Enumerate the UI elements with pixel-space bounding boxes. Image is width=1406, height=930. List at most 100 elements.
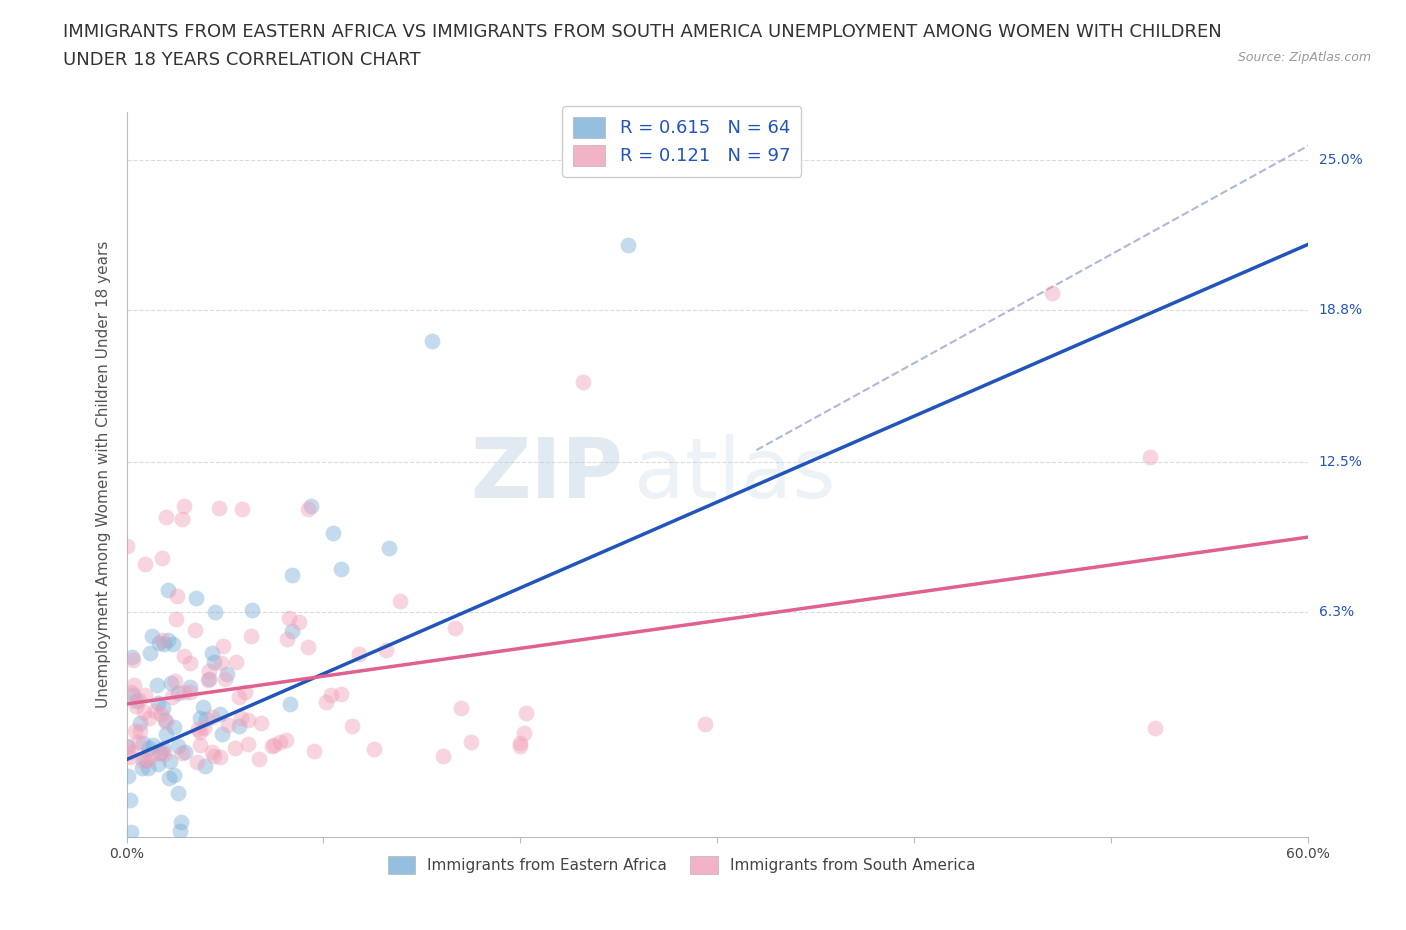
Point <box>209 656 232 671</box>
Point <box>329 562 352 577</box>
Point <box>281 567 304 582</box>
Point <box>134 688 156 703</box>
Point <box>179 680 201 695</box>
Point <box>229 711 252 725</box>
Point <box>225 655 247 670</box>
Point <box>183 623 205 638</box>
Point <box>152 747 174 762</box>
Point <box>173 498 195 513</box>
Point <box>122 677 145 692</box>
Point <box>128 693 150 708</box>
Point <box>235 684 257 699</box>
Point <box>121 650 143 665</box>
Point <box>138 711 160 725</box>
Point <box>1144 721 1167 736</box>
Point <box>170 815 193 830</box>
Point <box>152 700 174 715</box>
Point <box>143 703 166 718</box>
Point <box>125 694 148 709</box>
Point <box>201 744 224 759</box>
Point <box>166 785 188 800</box>
Point <box>276 631 298 646</box>
Text: UNDER 18 YEARS CORRELATION CHART: UNDER 18 YEARS CORRELATION CHART <box>63 51 420 69</box>
Point <box>186 754 208 769</box>
Point <box>174 745 197 760</box>
Point <box>329 686 352 701</box>
Point <box>117 739 139 754</box>
Point <box>278 697 301 711</box>
Point <box>132 754 155 769</box>
Point <box>166 738 188 753</box>
Point <box>572 375 595 390</box>
Point <box>159 753 181 768</box>
Point <box>262 738 284 753</box>
Point <box>153 636 176 651</box>
Point <box>141 629 163 644</box>
Point <box>153 712 176 727</box>
Point <box>197 672 219 687</box>
Point <box>224 741 246 756</box>
Point <box>139 749 162 764</box>
Point <box>240 629 263 644</box>
Point <box>157 771 180 786</box>
Point <box>179 684 201 699</box>
Point <box>322 525 344 540</box>
Point <box>238 712 260 727</box>
Point <box>1139 450 1161 465</box>
Point <box>297 501 319 516</box>
Point <box>157 583 180 598</box>
Point <box>141 738 163 753</box>
Point <box>120 684 142 699</box>
Point <box>149 707 172 722</box>
Point <box>165 611 187 626</box>
Point <box>155 510 177 525</box>
Point <box>172 746 194 761</box>
Point <box>136 761 159 776</box>
Point <box>134 557 156 572</box>
Point <box>162 636 184 651</box>
Point <box>201 645 224 660</box>
Point <box>201 710 224 724</box>
Point <box>1040 286 1063 300</box>
Point <box>420 334 443 349</box>
Point <box>145 677 167 692</box>
Point <box>693 716 716 731</box>
Point <box>302 743 325 758</box>
Text: Source: ZipAtlas.com: Source: ZipAtlas.com <box>1237 51 1371 64</box>
Point <box>124 724 146 739</box>
Point <box>212 639 235 654</box>
Text: 12.5%: 12.5% <box>1319 455 1362 470</box>
Point <box>150 632 173 647</box>
Point <box>160 689 183 704</box>
Point <box>155 714 177 729</box>
Point <box>150 745 173 760</box>
Point <box>214 671 236 686</box>
Point <box>378 541 401 556</box>
Point <box>228 689 250 704</box>
Point <box>120 792 142 807</box>
Point <box>155 726 177 741</box>
Point <box>136 753 159 768</box>
Point <box>513 725 536 740</box>
Point <box>148 635 170 650</box>
Point <box>122 687 145 702</box>
Point <box>132 736 155 751</box>
Point <box>443 621 465 636</box>
Point <box>269 734 291 749</box>
Point <box>217 666 239 681</box>
Point <box>129 715 152 730</box>
Point <box>139 645 162 660</box>
Point <box>211 726 233 741</box>
Point <box>240 603 263 618</box>
Point <box>202 749 225 764</box>
Point <box>188 738 211 753</box>
Point <box>340 718 363 733</box>
Text: 25.0%: 25.0% <box>1319 153 1362 167</box>
Point <box>250 715 273 730</box>
Point <box>156 632 179 647</box>
Point <box>146 696 169 711</box>
Point <box>202 655 225 670</box>
Point <box>281 624 304 639</box>
Point <box>179 656 201 671</box>
Point <box>374 642 396 657</box>
